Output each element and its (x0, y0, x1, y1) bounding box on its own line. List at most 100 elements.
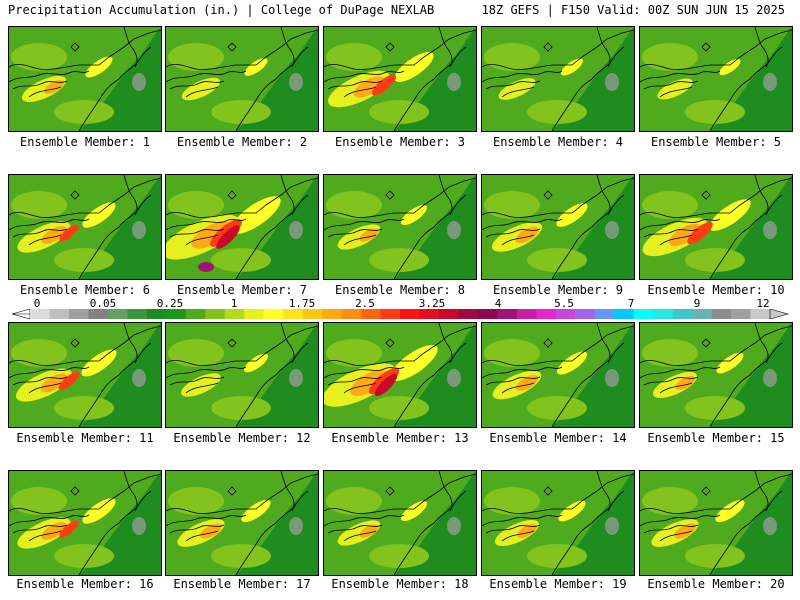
colorbar-swatch (477, 309, 498, 319)
precip-map (482, 27, 634, 131)
geographic-borders (9, 323, 161, 427)
precip-map (9, 27, 161, 131)
precip-map (9, 471, 161, 575)
colorbar-swatch (497, 309, 518, 319)
colorbar-tick-label: 7 (627, 297, 635, 310)
ensemble-map-panel (639, 470, 793, 576)
colorbar-tick-label: 0.05 (89, 297, 117, 310)
precip-map (482, 323, 634, 427)
colorbar-swatch (516, 309, 537, 319)
geographic-borders (324, 323, 476, 427)
geographic-borders (166, 471, 318, 575)
ensemble-map-panel (165, 322, 319, 428)
geographic-borders (640, 27, 792, 131)
ensemble-member-label: Ensemble Member: 13 (331, 431, 469, 445)
colorbar-tick-label: 1.75 (288, 297, 316, 310)
colorbar-swatch (263, 309, 284, 319)
ensemble-member-label: Ensemble Member: 4 (492, 135, 624, 149)
geographic-borders (482, 323, 634, 427)
colorbar-swatch (322, 309, 342, 319)
geographic-borders (482, 27, 634, 131)
colorbar-tick-label: 2.5 (355, 297, 375, 310)
colorbar-tick-labels: 0 0.05 0.25 1 1.75 2.5 3.25 4 5.5 7 9 12 (0, 297, 800, 310)
geographic-borders (640, 175, 792, 279)
colorbar-swatch (653, 309, 673, 319)
ensemble-map-panel (8, 470, 162, 576)
precip-map (166, 175, 318, 279)
ensemble-member-label: Ensemble Member: 8 (334, 283, 466, 297)
ensemble-member-label: Ensemble Member: 15 (647, 431, 785, 445)
ensemble-map-panel (323, 470, 477, 576)
colorbar-swatch (750, 309, 771, 319)
colorbar-swatch (166, 309, 187, 319)
ensemble-member-label: Ensemble Member: 12 (173, 431, 311, 445)
colorbar-tick-label: 12 (756, 297, 770, 310)
ensemble-member-label: Ensemble Member: 11 (16, 431, 154, 445)
ensemble-member-label: Ensemble Member: 20 (647, 577, 785, 591)
ensemble-map-panel (481, 26, 635, 132)
ensemble-member-label: Ensemble Member: 6 (19, 283, 151, 297)
colorbar-tick-label: 4 (494, 297, 502, 310)
colorbar-swatch (341, 309, 362, 319)
ensemble-map-panel (639, 174, 793, 280)
colorbar-tick-label: 9 (693, 297, 701, 310)
ensemble-member-label: Ensemble Member: 2 (176, 135, 308, 149)
colorbar-swatch (458, 309, 479, 319)
colorbar-tick-label: 1 (230, 297, 238, 310)
colorbar-tick-label: 0.25 (156, 297, 184, 310)
colorbar-swatch (438, 309, 459, 319)
ensemble-map-panel (481, 470, 635, 576)
ensemble-member-label: Ensemble Member: 1 (19, 135, 151, 149)
precip-map (640, 27, 792, 131)
colorbar-swatch (146, 309, 167, 319)
ensemble-member-label: Ensemble Member: 5 (650, 135, 782, 149)
ensemble-map-panel (323, 26, 477, 132)
ensemble-map-panel (165, 470, 319, 576)
ensemble-member-label: Ensemble Member: 9 (492, 283, 624, 297)
colorbar-swatch (205, 309, 226, 319)
precip-map (324, 175, 476, 279)
geographic-borders (9, 175, 161, 279)
map-title: Precipitation Accumulation (in.) | Colle… (8, 3, 435, 17)
ensemble-map-panel (323, 174, 477, 280)
geographic-borders (324, 27, 476, 131)
ensemble-member-label: Ensemble Member: 17 (173, 577, 311, 591)
colorbar-swatch (536, 309, 557, 319)
ensemble-member-label: Ensemble Member: 14 (489, 431, 627, 445)
geographic-borders (324, 175, 476, 279)
precip-map (482, 471, 634, 575)
colorbar-swatch (127, 309, 148, 319)
ensemble-member-label: Ensemble Member: 18 (331, 577, 469, 591)
ensemble-map-panel (165, 26, 319, 132)
geographic-borders (166, 175, 318, 279)
ensemble-member-label: Ensemble Member: 7 (176, 283, 308, 297)
precip-map (640, 471, 792, 575)
colorbar-swatch (711, 309, 732, 319)
colorbar-swatch (302, 309, 323, 319)
colorbar-swatch (692, 309, 712, 319)
colorbar-swatch (361, 309, 381, 319)
colorbar-swatch (185, 309, 206, 319)
precip-map (324, 323, 476, 427)
ensemble-member-label: Ensemble Member: 19 (489, 577, 627, 591)
colorbar-swatch (731, 309, 751, 319)
model-run-info: 18Z GEFS | F150 Valid: 00Z SUN JUN 15 20… (481, 3, 785, 17)
precip-map (9, 175, 161, 279)
colorbar-tick-label: 0 (33, 297, 41, 310)
geographic-borders (9, 471, 161, 575)
colorbar-swatch (575, 309, 596, 319)
ensemble-map-panel (481, 322, 635, 428)
ensemble-map-panel (165, 174, 319, 280)
geographic-borders (166, 323, 318, 427)
ensemble-map-panel (481, 174, 635, 280)
colorbar-swatch (555, 309, 576, 319)
precip-map (640, 175, 792, 279)
ensemble-map-panel (323, 322, 477, 428)
colorbar-swatch (88, 309, 109, 319)
colorbar-tick-label: 5.5 (554, 297, 574, 310)
colorbar-swatch (30, 309, 50, 319)
geographic-borders (482, 471, 634, 575)
colorbar-swatch (614, 309, 634, 319)
colorbar-swatch (283, 309, 303, 319)
colorbar-swatch (224, 309, 245, 319)
